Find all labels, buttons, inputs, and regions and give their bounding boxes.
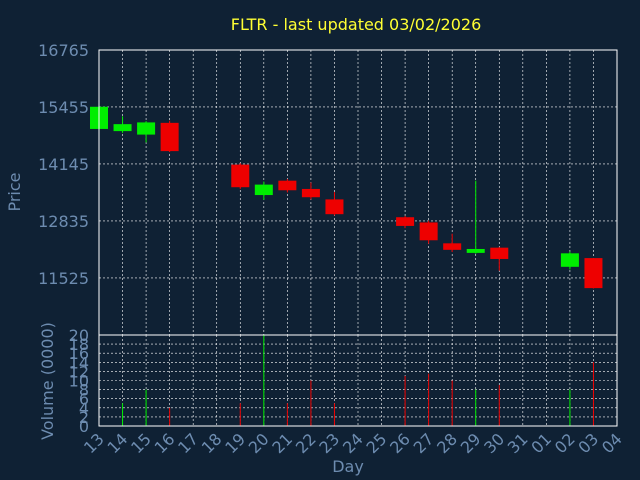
price-y-tick-label: 16765: [38, 41, 89, 60]
candle-body: [466, 248, 485, 253]
candle-body: [231, 164, 250, 188]
volume-axis-label: Volume (0000): [38, 322, 57, 440]
price-y-tick-label: 12835: [38, 212, 89, 231]
candle-body: [443, 243, 462, 250]
candle-body: [419, 222, 438, 241]
volume-y-tick-label: 12: [69, 362, 89, 381]
candle-body: [490, 247, 509, 259]
candlestick-series: [90, 101, 603, 289]
volume-plot-frame: [98, 334, 618, 427]
volume-y-tick-label: 4: [79, 399, 89, 418]
chart-title: FLTR - last updated 03/02/2026: [231, 15, 482, 34]
candle-body: [137, 122, 156, 135]
candle-body: [560, 253, 579, 267]
candle-body: [325, 199, 344, 215]
volume-y-tick-label: 16: [69, 344, 89, 363]
candle-body: [113, 124, 132, 132]
volume-y-tick-label: 14: [69, 353, 89, 372]
volume-y-tick-label: 8: [79, 381, 89, 400]
candle-body: [254, 184, 273, 196]
price-y-tick-label: 15455: [38, 98, 89, 117]
volume-bar-series: [122, 335, 594, 426]
price-axis-label: Price: [5, 172, 24, 211]
candle-body: [278, 180, 297, 191]
volume-y-tick-label: 18: [69, 335, 89, 354]
x-tick-labels: 1314151617181920212223242526272829303101…: [80, 429, 626, 457]
candle-body: [396, 217, 415, 226]
volume-y-tick-label: 20: [69, 326, 89, 345]
candle-body: [584, 258, 603, 289]
price-y-tick-labels: 16765 15455 14145 12835 11525: [38, 41, 89, 288]
x-axis-label: Day: [332, 457, 364, 476]
candle-body: [301, 188, 320, 198]
volume-y-tick-label: 0: [79, 417, 89, 436]
candle-body: [160, 122, 179, 152]
volume-y-tick-label: 10: [69, 372, 89, 391]
price-y-tick-label: 11525: [38, 269, 89, 288]
volume-y-tick-label: 2: [79, 408, 89, 427]
price-y-tick-label: 14145: [38, 155, 89, 174]
volume-y-tick-label: 6: [79, 390, 89, 409]
